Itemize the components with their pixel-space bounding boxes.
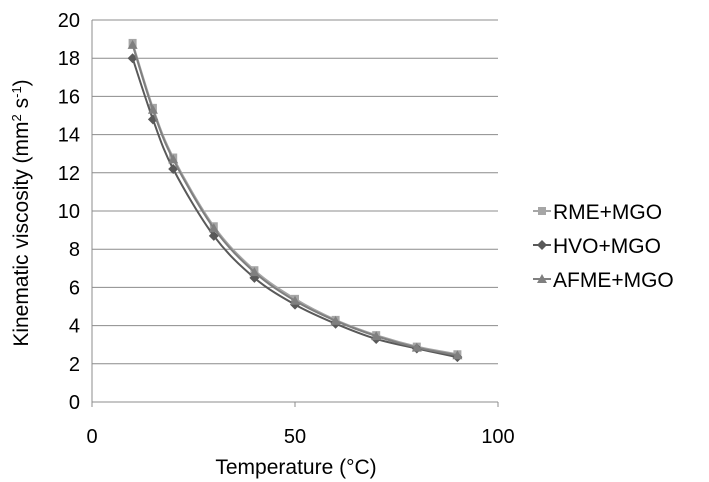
y-tick-label: 2 [69,354,80,376]
series-line-hvo-mgo [131,57,458,359]
data-point-hvo-mgo [168,163,179,174]
legend: RME+MGO HVO+MGO AFME+MGO [533,201,674,292]
y-axis-label-sup1: 2 [9,114,24,121]
y-axis-label-end: ) [10,79,33,86]
x-tick-label: 100 [481,426,514,448]
y-tick-label: 18 [58,48,80,70]
data-point-afme-mgo [249,267,260,277]
data-point-afme-mgo [147,104,158,114]
data-point-afme-mgo [168,154,179,164]
y-tick-label: 10 [58,201,80,223]
grid [92,19,498,365]
x-tick-label: 50 [284,426,306,448]
data-point-afme-mgo [371,331,382,341]
y-tick-label: 0 [69,392,80,414]
y-tick-label: 8 [69,239,80,261]
y-axis-label-main: Kinematic viscosity (mm [10,121,33,346]
x-axis-label: Temperature (°C) [215,456,376,479]
legend-marker-hvo-mgo [537,240,547,250]
legend-marker-rme-mgo [538,207,546,215]
legend-label-rme-mgo: RME+MGO [553,201,662,224]
y-axis-label: Kinematic viscosity (mm2 s-1) [9,79,34,346]
data-point-afme-mgo [452,350,463,360]
legend-marker-afme-mgo [537,274,547,283]
series-line-afme-mgo [131,44,458,357]
y-ticks: 0 2 4 6 8 10 12 14 16 18 20 [58,10,80,414]
x-ticks: 0 50 100 [86,402,515,448]
data-point-afme-mgo [127,39,138,49]
legend-label-afme-mgo: AFME+MGO [553,269,674,292]
y-tick-label: 20 [58,10,80,32]
x-tick-label: 0 [86,426,97,448]
data-point-afme-mgo [411,342,422,352]
legend-label-hvo-mgo: HVO+MGO [553,235,661,258]
y-tick-label: 6 [69,277,80,299]
y-tick-label: 16 [58,86,80,108]
y-tick-label: 4 [69,316,80,338]
data-point-afme-mgo [208,223,219,233]
y-tick-label: 12 [58,163,80,185]
data-point-afme-mgo [330,315,341,325]
series [127,38,463,363]
y-tick-label: 14 [58,125,80,147]
y-axis-label-mid: s [10,98,33,114]
y-axis-label-sup2: -1 [9,86,24,98]
data-point-hvo-mgo [208,230,219,241]
data-point-afme-mgo [290,295,300,305]
